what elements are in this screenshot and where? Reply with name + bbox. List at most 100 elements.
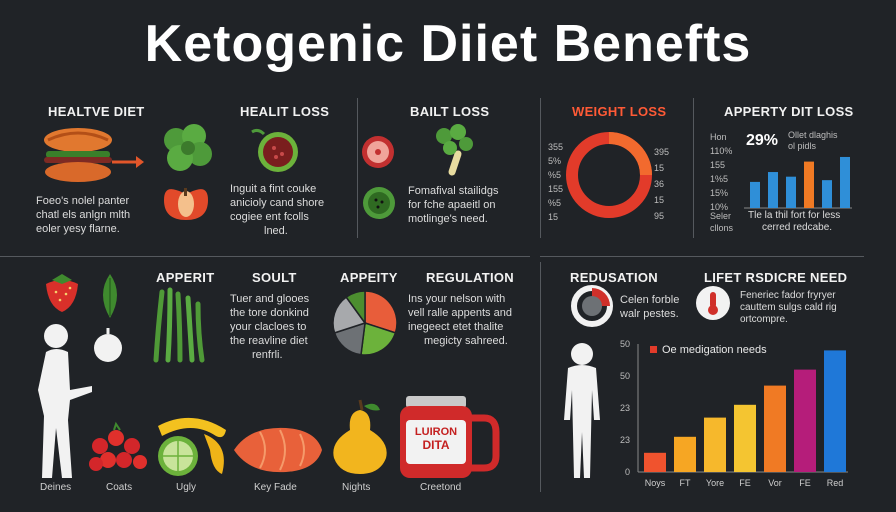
leaf-icon — [103, 274, 117, 318]
divider — [540, 256, 864, 257]
tick-label: 15 — [654, 163, 665, 173]
text-line: megicty sahreed. — [424, 335, 508, 347]
text-line: ol pidls — [788, 141, 817, 151]
apple-icon — [164, 188, 208, 220]
text-line: motlinge's need. — [408, 213, 488, 225]
bar — [644, 452, 666, 472]
fig-icon — [251, 128, 298, 172]
bar-chart-large: 50 50 23 23 0 Oe medigation needs Noys FT Yore FE… — [620, 339, 848, 488]
text-line: Feneriec fador fryryer — [740, 290, 836, 301]
tick-label: 155 — [548, 184, 564, 194]
panel-header: REGULATION — [426, 270, 514, 285]
tick-label: 155 — [710, 160, 726, 170]
y-tick-label: 50 — [620, 339, 630, 349]
broccoli-icon — [164, 124, 212, 171]
tick-label: 110% — [710, 146, 733, 156]
tick-label: 15 — [654, 195, 665, 205]
ring-right-labels: 395 15 36 15 95 — [654, 144, 669, 224]
text-line: the tore donkind — [230, 307, 309, 319]
panel-text: Inguit a fint couke anicioly cand shore … — [230, 182, 350, 238]
x-tick-label: FT — [680, 478, 691, 488]
panel-text: Foeo's nolel panter chatl els anlgn mlth… — [36, 194, 156, 236]
bar — [750, 181, 760, 208]
banana-lime-icon — [158, 417, 226, 476]
herb-icon — [436, 124, 473, 176]
ring-left-labels: 355 5% %5 155 %5 15 — [548, 140, 563, 224]
pie-slice — [332, 296, 367, 334]
strawberry-icon — [46, 274, 78, 312]
caption: Nights — [342, 482, 371, 493]
pie-slice — [360, 322, 397, 356]
panel-header: REDUSATION — [570, 270, 658, 285]
jar-label: LUIRON DITA — [406, 426, 466, 452]
sandwich-icon — [44, 128, 144, 182]
text-line: Ollet dlaghis — [788, 130, 838, 140]
text-line: walr pestes. — [620, 308, 679, 320]
text-line: Foeo's nolel panter — [36, 195, 130, 207]
panel-text: Ins your nelson with vell ralle appents … — [408, 292, 534, 348]
text-line: inegeect etet thalite — [408, 321, 504, 333]
tick-label: 10% — [710, 202, 729, 212]
legend-label: Oe medigation needs — [662, 344, 767, 356]
x-tick-label: FE — [799, 478, 811, 488]
caption: Ugly — [176, 482, 197, 493]
y-tick-label: 0 — [625, 467, 630, 477]
text-line: chatl els anlgn mlth — [36, 209, 131, 221]
bar — [674, 436, 696, 472]
bar — [734, 404, 756, 472]
text-line: cerred redcabe. — [762, 222, 833, 233]
weight-loss-ring — [566, 132, 652, 218]
text-line: anicioly cand shore — [230, 197, 325, 209]
bar — [764, 385, 786, 472]
bar — [768, 172, 778, 208]
tick-label: %5 — [548, 198, 562, 208]
panel-header: APPERTY DIT LOSS — [724, 104, 854, 119]
panel-text: Fomafival stailidgs for fche apaeitl on … — [408, 184, 528, 226]
bar — [824, 350, 846, 472]
text-line: ortcompre. — [740, 314, 788, 325]
salmon-icon — [234, 427, 322, 473]
text-line: your clacloes to — [230, 321, 307, 333]
panel-text: Tuer and glooes the tore donkind your cl… — [230, 292, 334, 362]
person-silhouette-icon — [38, 324, 92, 478]
text-line: the reavline diet — [230, 335, 308, 347]
text-line: for fche apaeitl on — [408, 199, 496, 211]
panel-header: APPERIT — [156, 270, 215, 285]
garlic-icon — [94, 328, 122, 362]
legend-swatch — [650, 346, 657, 353]
bar — [786, 176, 796, 208]
tick-label: 95 — [654, 211, 665, 221]
pear-icon — [333, 399, 387, 474]
text-line: lned. — [264, 225, 288, 237]
panel-header: HEALIT LOSS — [240, 104, 330, 119]
grapefruit-icon — [362, 136, 394, 168]
tick-label: 5% — [548, 156, 562, 166]
x-tick-label: Noys — [645, 478, 666, 488]
person-silhouette-icon — [564, 343, 600, 478]
pie-slice — [364, 290, 398, 334]
text-line: cllons — [710, 223, 734, 233]
text-line: Ins your nelson with — [408, 293, 506, 305]
tick-label: 355 — [548, 142, 564, 152]
x-tick-label: Yore — [706, 478, 724, 488]
divider — [693, 98, 694, 238]
tick-label: 1%5 — [710, 174, 729, 184]
panel-header: WEIGHT LOSS — [572, 104, 667, 119]
text-line: Fomafival stailidgs — [408, 185, 499, 197]
divider — [540, 98, 541, 238]
panel-text: Celen forble walr pestes. — [620, 293, 700, 321]
bar-chart-small — [744, 156, 852, 209]
panel-header: SOULT — [252, 270, 297, 285]
stat-note: Ollet dlaghis ol pidls — [788, 130, 838, 152]
text-line: cauttem sulgs cald rig — [740, 302, 837, 313]
panel-header: APPEITY — [340, 270, 398, 285]
text-line: Tuer and glooes — [230, 293, 310, 305]
text-line: vell ralle appents and — [408, 307, 512, 319]
panel-header: BAILT LOSS — [410, 104, 490, 119]
y-axis-labels: Hon 110% 155 1%5 15% 10% — [710, 130, 732, 214]
caption: Key Fade — [254, 482, 297, 493]
progress-donut — [571, 285, 613, 327]
bar — [704, 417, 726, 472]
tick-label: %5 — [548, 170, 562, 180]
supplement-jar-icon — [400, 396, 500, 478]
